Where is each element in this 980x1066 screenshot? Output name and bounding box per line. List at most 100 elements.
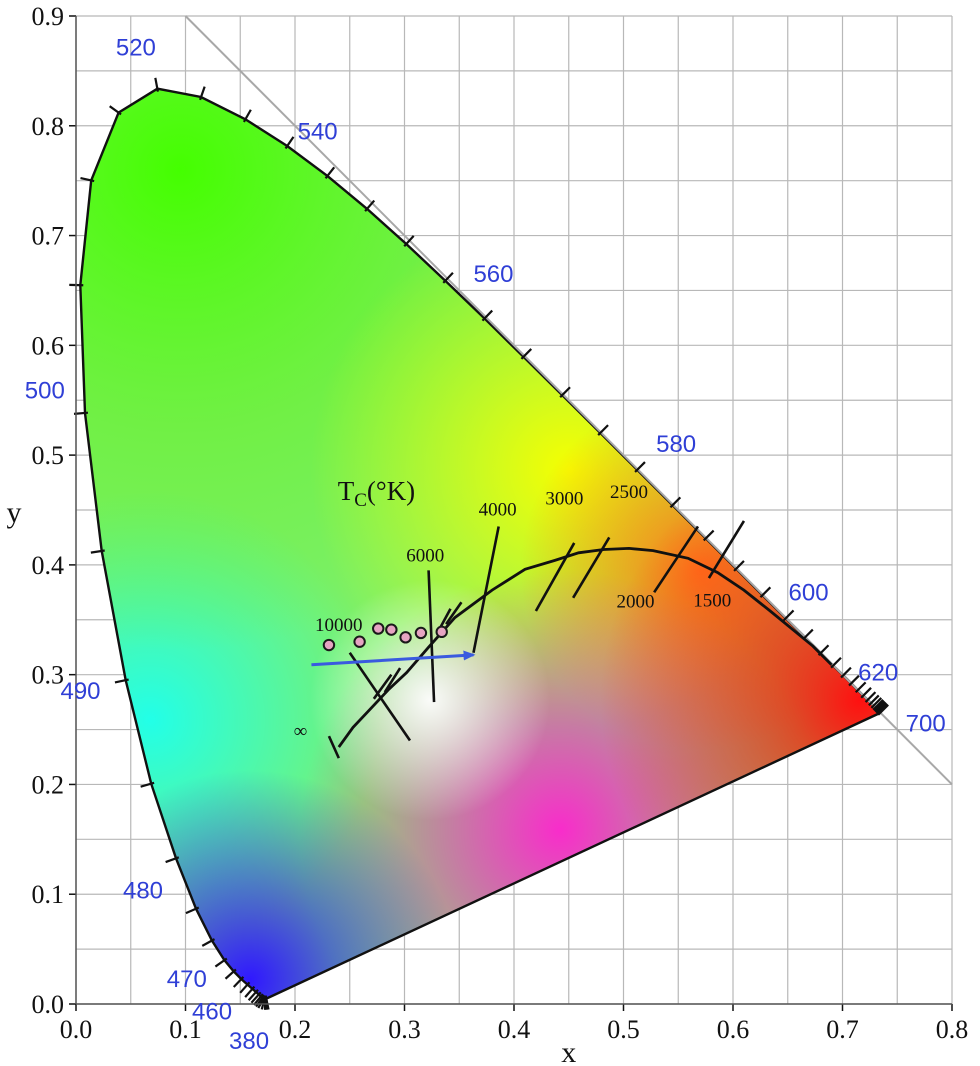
wavelength-tick: [733, 560, 745, 572]
isotherm-minor: [445, 601, 463, 625]
wavelength-label: 470: [167, 966, 207, 993]
wavelength-tick: [253, 993, 264, 1006]
cct-label: ∞: [294, 721, 308, 742]
data-point: [385, 623, 398, 636]
isotherm-line: [653, 525, 700, 594]
wavelength-tick: [199, 86, 206, 101]
shift-arrow: [311, 650, 476, 667]
wavelength-tick: [114, 678, 129, 684]
wavelength-tick: [868, 694, 880, 707]
x-tick-label: 0.2: [279, 1015, 312, 1044]
data-point: [322, 638, 336, 652]
cct-label: 1500: [693, 591, 731, 612]
wavelength-tick: [520, 348, 533, 360]
isotherm-line: [427, 570, 436, 703]
color-gamut-fill: [80, 88, 881, 999]
y-tick-label: 0.3: [32, 661, 65, 690]
wavelength-tick: [284, 136, 295, 150]
wavelength-tick: [239, 981, 251, 994]
wavelength-tick: [759, 586, 772, 598]
tc-title: TC(°K): [338, 476, 415, 511]
isotherm-minor: [383, 667, 402, 693]
isotherm-minor: [372, 673, 393, 700]
y-tick-label: 0.2: [32, 770, 65, 799]
cct-label: 6000: [406, 546, 444, 567]
y-tick-label: 0.1: [32, 880, 65, 909]
data-point: [435, 625, 448, 639]
wavelength-label: 520: [116, 35, 156, 62]
y-tick-label: 0.0: [32, 990, 65, 1019]
x-tick-label: 0.3: [388, 1015, 421, 1044]
cct-label: 3000: [545, 489, 583, 510]
wavelength-label: 620: [858, 659, 898, 686]
wavelength-tick: [864, 691, 877, 703]
x-tick-label: 0.8: [936, 1015, 969, 1044]
y-tick-label: 0.4: [32, 551, 65, 580]
wavelength-label: 700: [906, 710, 946, 737]
x-axis-title: x: [561, 1036, 576, 1066]
wavelength-tick: [634, 461, 646, 473]
wavelength-tick: [224, 968, 237, 980]
wavelength-label: 600: [789, 580, 829, 607]
data-point: [372, 622, 385, 635]
wavelength-tick: [702, 529, 715, 542]
data-point: [353, 635, 366, 648]
wavelength-label: 500: [25, 378, 65, 405]
wavelength-tick: [872, 699, 884, 711]
planckian-locus: [337, 546, 833, 748]
wavelength-tick: [244, 985, 256, 998]
y-tick-label: 0.9: [32, 2, 65, 31]
wavelength-tick: [873, 700, 886, 712]
wavelength-tick: [442, 271, 454, 284]
wavelength-tick: [109, 105, 122, 116]
wavelength-tick: [140, 781, 155, 788]
wavelength-tick: [257, 995, 267, 1009]
x-tick-label: 0.1: [169, 1015, 202, 1044]
y-tick-label: 0.6: [32, 331, 65, 360]
isotherm-line: [572, 536, 611, 599]
cct-label: 2000: [617, 592, 655, 613]
wavelength-label: 380: [229, 1028, 269, 1055]
wavelength-tick: [154, 77, 159, 92]
wavelength-tick: [782, 609, 795, 622]
wavelength-label: 480: [123, 877, 163, 904]
data-points: [322, 622, 448, 652]
data-point: [399, 631, 412, 644]
wavelength-tick: [364, 199, 376, 212]
wavelength-tick: [250, 991, 262, 1004]
y-tick-label: 0.7: [32, 222, 65, 251]
isotherm-line: [327, 735, 340, 759]
isotherm-line: [707, 520, 746, 579]
y-axis-ticks: 0.0 0.1 0.2 0.3 0.4 0.5 0.6 0.7 0.8 0.9: [32, 2, 77, 1019]
wavelength-tick: [324, 166, 336, 179]
wavelength-tick: [247, 989, 259, 1001]
wavelength-ticks: [69, 77, 889, 1010]
x-tick-label: 0.6: [717, 1015, 750, 1044]
wavelength-label: 560: [473, 261, 513, 288]
wavelength-tick: [854, 681, 867, 694]
wavelength-tick: [242, 109, 252, 123]
wavelength-tick: [860, 687, 872, 699]
wavelength-label: 460: [192, 999, 232, 1026]
y-axis-title: y: [7, 496, 22, 529]
x-tick-label: 0.0: [60, 1015, 93, 1044]
wavelength-tick: [870, 697, 883, 709]
wavelength-tick: [559, 386, 571, 398]
wavelength-tick: [232, 976, 245, 988]
y-tick-label: 0.8: [32, 112, 65, 141]
wavelength-tick: [403, 235, 415, 247]
wavelength-tick: [165, 856, 180, 864]
isotherm-line: [534, 542, 576, 612]
cct-label: 2500: [610, 482, 648, 503]
x-tick-label: 0.5: [607, 1015, 640, 1044]
wavelength-tick: [830, 656, 842, 669]
x-axis-ticks: 0.0 0.1 0.2 0.3 0.4 0.5 0.6 0.7 0.8: [60, 1003, 969, 1044]
wavelength-tick: [80, 176, 95, 183]
isotherm-line: [472, 526, 500, 653]
y-tick-label: 0.5: [32, 441, 65, 470]
wavelength-label: 540: [298, 118, 338, 145]
wavelength-tick: [669, 496, 682, 509]
wavelength-tick: [840, 666, 852, 679]
